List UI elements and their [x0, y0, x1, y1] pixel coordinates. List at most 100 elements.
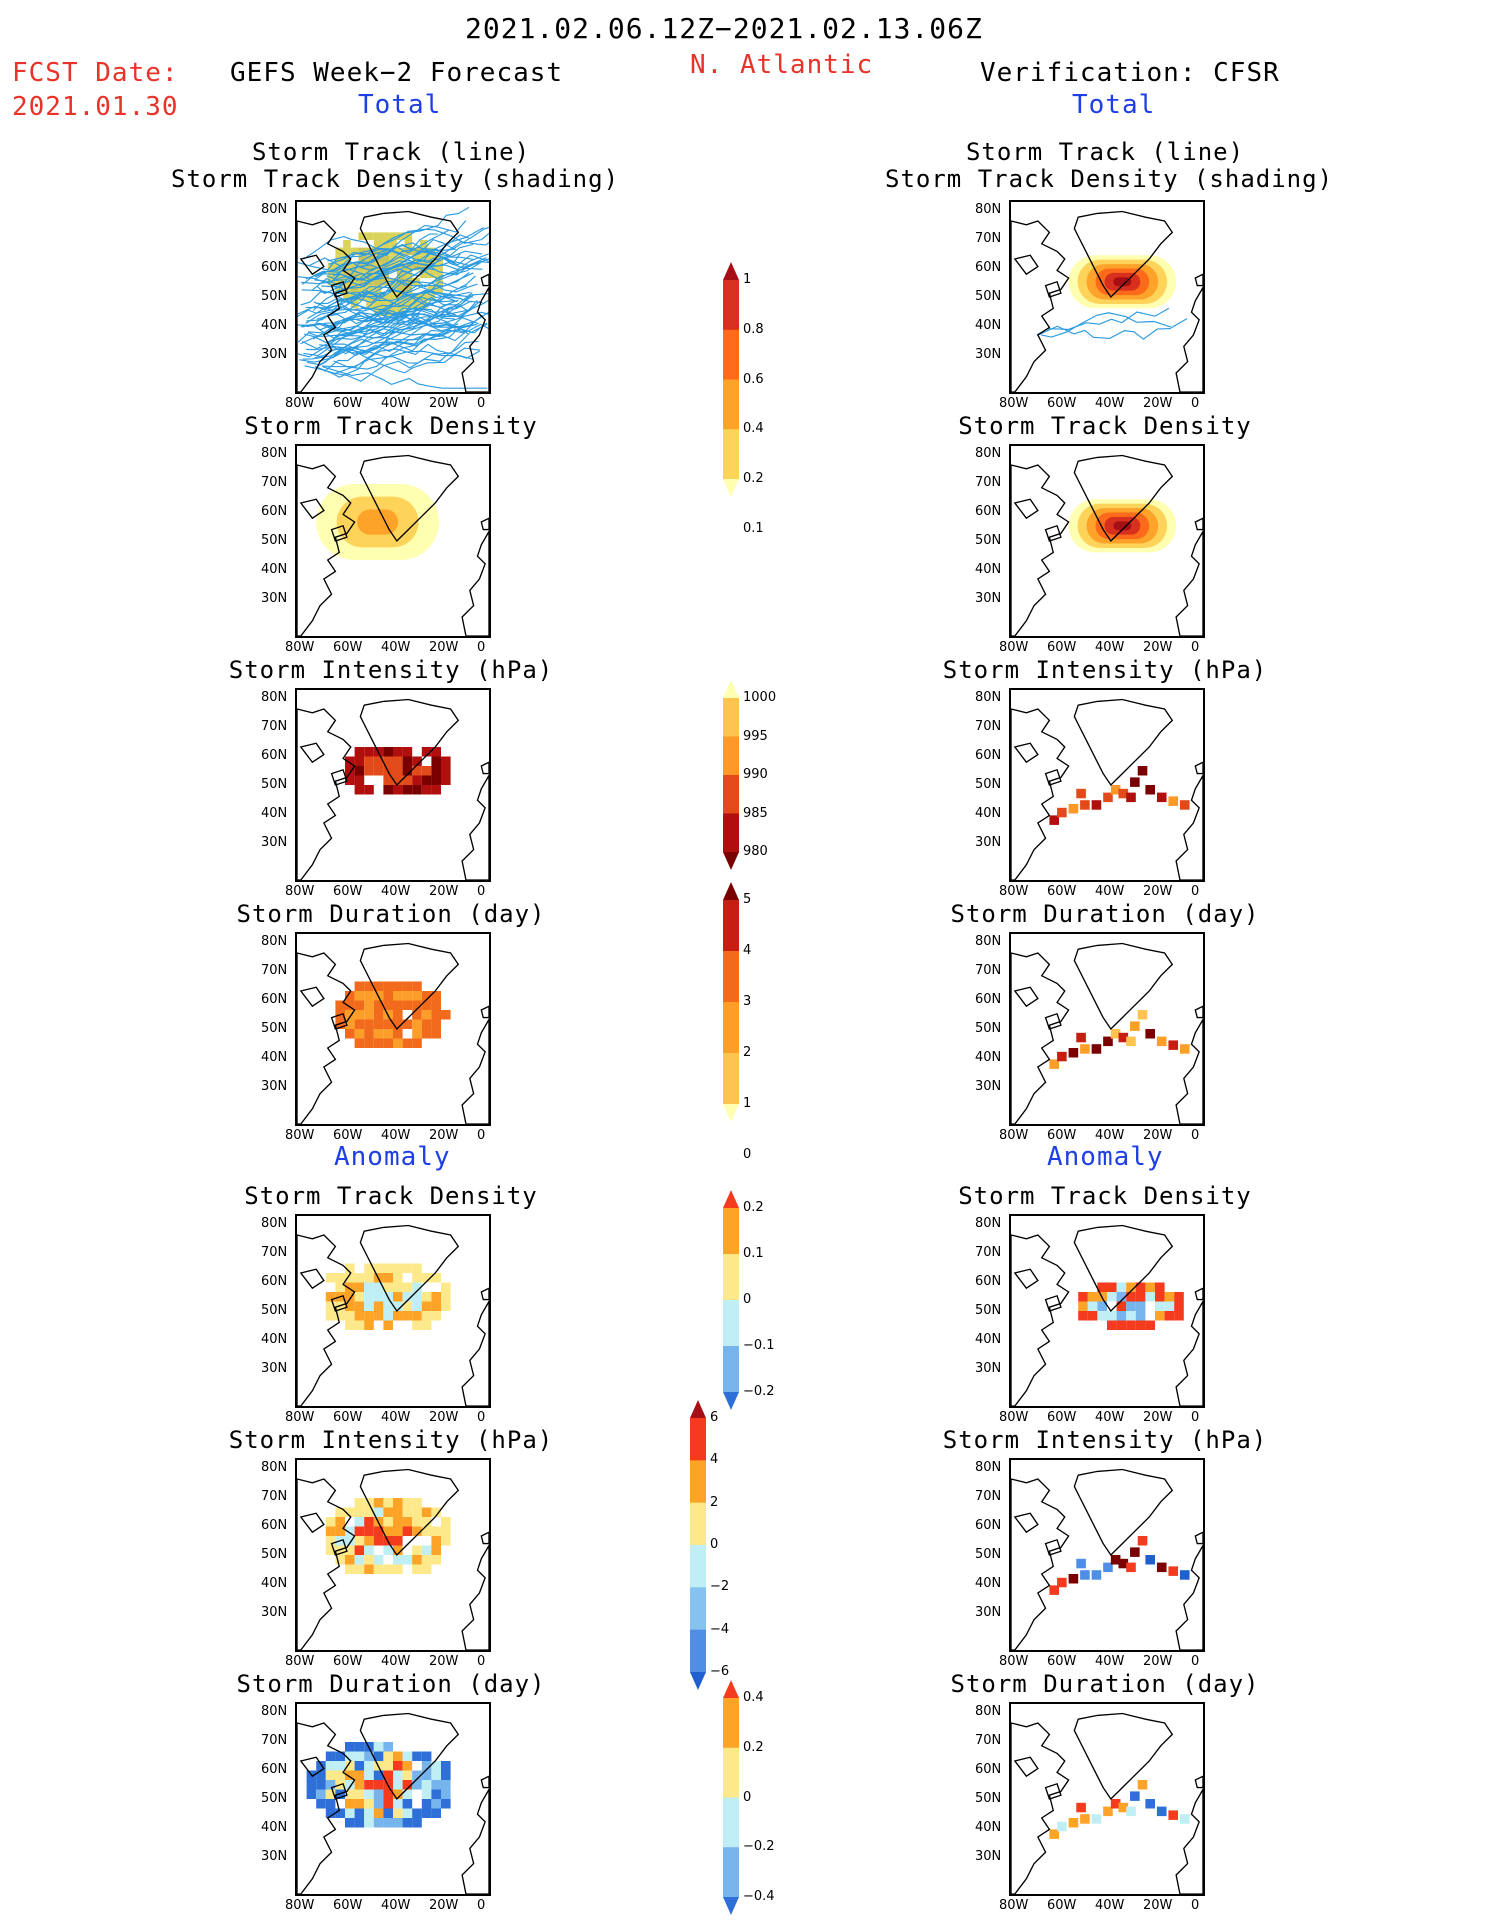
shade-cell	[1076, 1032, 1086, 1043]
shade-cell	[325, 1273, 336, 1283]
colorbar-tick-label: 990	[743, 767, 768, 782]
shade-cell	[1049, 1059, 1059, 1069]
shade-cell	[335, 1751, 345, 1761]
shade-cell	[1168, 1040, 1179, 1050]
shade-cell	[354, 1320, 365, 1330]
shade-cell	[1168, 796, 1179, 806]
coastline	[1011, 1234, 1070, 1406]
colorbar-tick-label: 0.8	[743, 321, 764, 337]
coastline	[299, 1268, 325, 1290]
map-svg	[297, 1224, 489, 1406]
colorbar-tick-label: 980	[743, 844, 768, 859]
colorbar-tick-label: 995	[743, 728, 768, 744]
shade-cell	[354, 1311, 365, 1321]
shade-cell	[373, 1808, 384, 1818]
coastline	[480, 273, 489, 287]
lon-tick-label: 40W	[381, 396, 411, 411]
lon-tick-label: 20W	[429, 1654, 459, 1669]
colorbar-tick-label: 1	[743, 1096, 752, 1111]
shade-cell	[419, 255, 428, 263]
shade-cell	[412, 1263, 422, 1273]
region-label: N. Atlantic	[690, 50, 874, 80]
shade-cell	[345, 1000, 355, 1010]
shade-cell	[383, 1507, 393, 1517]
coastline	[297, 708, 356, 880]
shade-cell	[421, 1526, 432, 1536]
shade-cell	[431, 1536, 441, 1546]
left-map-4	[295, 1214, 491, 1408]
shade-cell	[325, 1517, 336, 1527]
lat-tick-label: 50N	[261, 1791, 288, 1806]
lon-tick-label: 80W	[999, 1654, 1029, 1669]
coastline	[461, 286, 489, 392]
shade-cell	[393, 1789, 403, 1799]
lon-tick-label: 0	[1191, 1410, 1200, 1425]
coastline	[1013, 1512, 1039, 1534]
lat-tick-label: 50N	[975, 1303, 1002, 1318]
colorbar-tick-label: 0.2	[743, 1739, 764, 1755]
lat-tick-label: 80N	[261, 1460, 288, 1475]
shade-cell	[335, 1555, 345, 1565]
lon-tick-label: 20W	[429, 640, 459, 655]
shade-cell	[1156, 1036, 1167, 1047]
colorbar-tick-label: 0.2	[743, 471, 764, 486]
shade-cell	[383, 1808, 393, 1818]
shade-cell	[364, 1038, 374, 1048]
lat-tick-label: 50N	[975, 533, 1002, 548]
shade-cell	[1107, 1282, 1117, 1292]
shade-cell	[431, 1311, 441, 1321]
shade-cell	[431, 1010, 441, 1020]
shade-cell	[1126, 1301, 1136, 1311]
shade-cell	[306, 1789, 317, 1799]
shade-cell	[412, 756, 422, 766]
shade-cell	[393, 1517, 403, 1527]
lat-tick-label: 50N	[261, 1303, 288, 1318]
shade-cell	[345, 1780, 355, 1790]
map-svg	[297, 206, 489, 392]
colorbar-duration_anom	[723, 1680, 739, 1915]
shade-cell	[364, 1770, 374, 1780]
coastline	[297, 220, 356, 392]
coastline	[330, 768, 348, 786]
colorbar-tick-label: 0	[710, 1537, 719, 1552]
coastline	[1073, 1468, 1174, 1557]
left-panel-title-6: Storm Duration (day)	[236, 1670, 546, 1698]
right-panel-title-6: Storm Duration (day)	[950, 1670, 1260, 1698]
lat-tick-label: 40N	[975, 806, 1002, 821]
shade-cell	[393, 756, 403, 766]
shade-cell	[343, 255, 351, 263]
shade-cell	[1135, 1282, 1146, 1292]
shade-cell	[412, 991, 422, 1001]
shade-cell	[1174, 1311, 1184, 1321]
total-label-left: Total	[358, 90, 442, 120]
shade-cell	[354, 1498, 365, 1508]
shade-cell	[350, 285, 359, 294]
lon-tick-label: 40W	[381, 1898, 411, 1913]
shade-cell	[441, 1780, 451, 1790]
colorbar-tick-label: 0	[743, 1292, 752, 1307]
shade-cell	[1118, 788, 1129, 799]
lat-tick-label: 80N	[261, 202, 288, 217]
shade-cell	[393, 1818, 403, 1828]
storm-track-line	[327, 258, 489, 316]
shade-cell	[1091, 1570, 1102, 1580]
lon-tick-label: 0	[1191, 884, 1200, 899]
shade-cell	[345, 1555, 355, 1565]
shade-cell	[350, 278, 359, 286]
shade-cell	[354, 1799, 365, 1809]
shade-cell	[383, 1564, 393, 1574]
shade-cell	[441, 1799, 451, 1809]
shade-cell	[1107, 1292, 1117, 1302]
shade-cell	[366, 255, 374, 263]
shade-cell	[325, 1311, 336, 1321]
shade-cell	[393, 1751, 403, 1761]
lat-tick-label: 40N	[261, 562, 288, 577]
coastline	[1044, 524, 1062, 542]
shade-cell	[364, 1000, 374, 1010]
lon-tick-label: 0	[1191, 1654, 1200, 1669]
shade-cell	[345, 1545, 355, 1555]
shade-cell	[354, 785, 365, 795]
shade-cell	[402, 1517, 413, 1527]
shade-cell	[402, 1507, 413, 1517]
shade-cell	[396, 285, 405, 294]
